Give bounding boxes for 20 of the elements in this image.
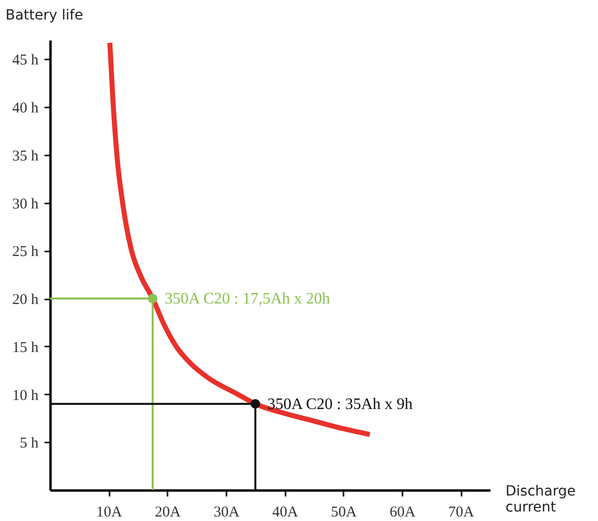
annotation: 350A C20 : 35Ah x 9h	[267, 396, 413, 413]
y-tick-label: 35 h	[12, 148, 39, 164]
x-tick-label: 20A	[154, 504, 181, 520]
x-tick-label: 30A	[214, 504, 240, 520]
x-tick-label: 40A	[272, 504, 298, 520]
y-axis-title: Battery life	[6, 8, 84, 24]
annotation: 350A C20 : 17,5Ah x 20h	[164, 290, 330, 308]
y-tick-label: 15 h	[12, 340, 39, 356]
x-tick-label: 50A	[330, 504, 357, 520]
y-tick-label: 20 h	[12, 292, 39, 308]
y-tick-label: 45 h	[12, 52, 39, 69]
y-tick-label: 10 h	[12, 388, 39, 404]
y-tick-label: 25 h	[12, 244, 39, 260]
y-tick-label: 40 h	[12, 100, 39, 117]
x-tick-label: 10A	[96, 504, 122, 520]
x-axis-title: Discharge current	[506, 484, 576, 516]
y-tick-label: 5 h	[20, 436, 39, 452]
x-tick-label: 60A	[390, 504, 416, 520]
y-tick-label: 30 h	[12, 196, 39, 212]
x-tick-label: 70A	[448, 504, 474, 520]
